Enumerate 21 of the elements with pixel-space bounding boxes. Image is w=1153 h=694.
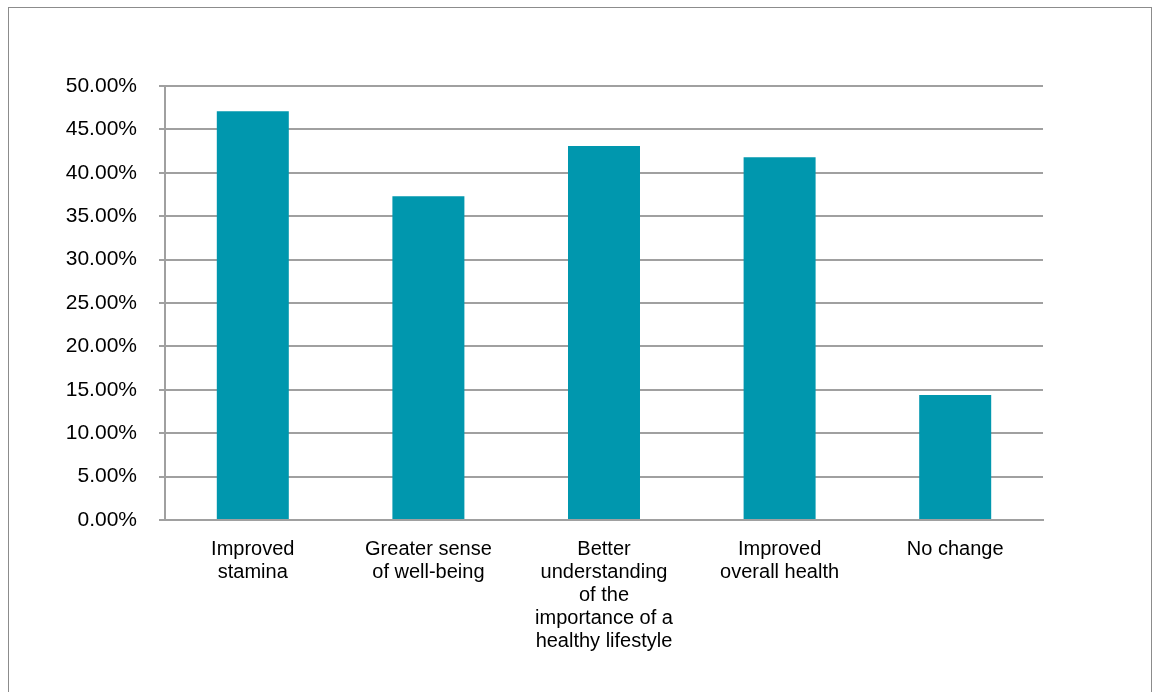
y-tick-label: 45.00% (65, 116, 137, 140)
y-tick-label: 25.00% (65, 289, 137, 313)
y-tick-label: 50.00% (65, 72, 137, 96)
y-tick-label: 30.00% (65, 246, 137, 270)
y-tick-label: 10.00% (65, 420, 137, 443)
bar (919, 395, 992, 519)
bar (568, 145, 640, 519)
y-tick-label: 35.00% (65, 203, 137, 226)
y-tick-label: 0.00% (77, 506, 137, 530)
x-tick-label: Improved overall health (720, 537, 840, 583)
x-tick-label: Better understanding of the importance of a healthy lifestyle (535, 537, 674, 652)
x-tick-label: No change (906, 537, 1004, 560)
y-tick-label: 20.00% (65, 333, 137, 357)
bar (743, 157, 816, 519)
x-tick-label: Greater sense of well-being (365, 537, 492, 583)
y-tick-label: 15.00% (65, 376, 137, 400)
y-tick-label: 40.00% (65, 159, 137, 183)
x-tick-label: Improved stamina (211, 537, 295, 583)
y-tick-label: 5.00% (77, 463, 137, 487)
bar (216, 111, 289, 519)
bar (392, 196, 465, 519)
